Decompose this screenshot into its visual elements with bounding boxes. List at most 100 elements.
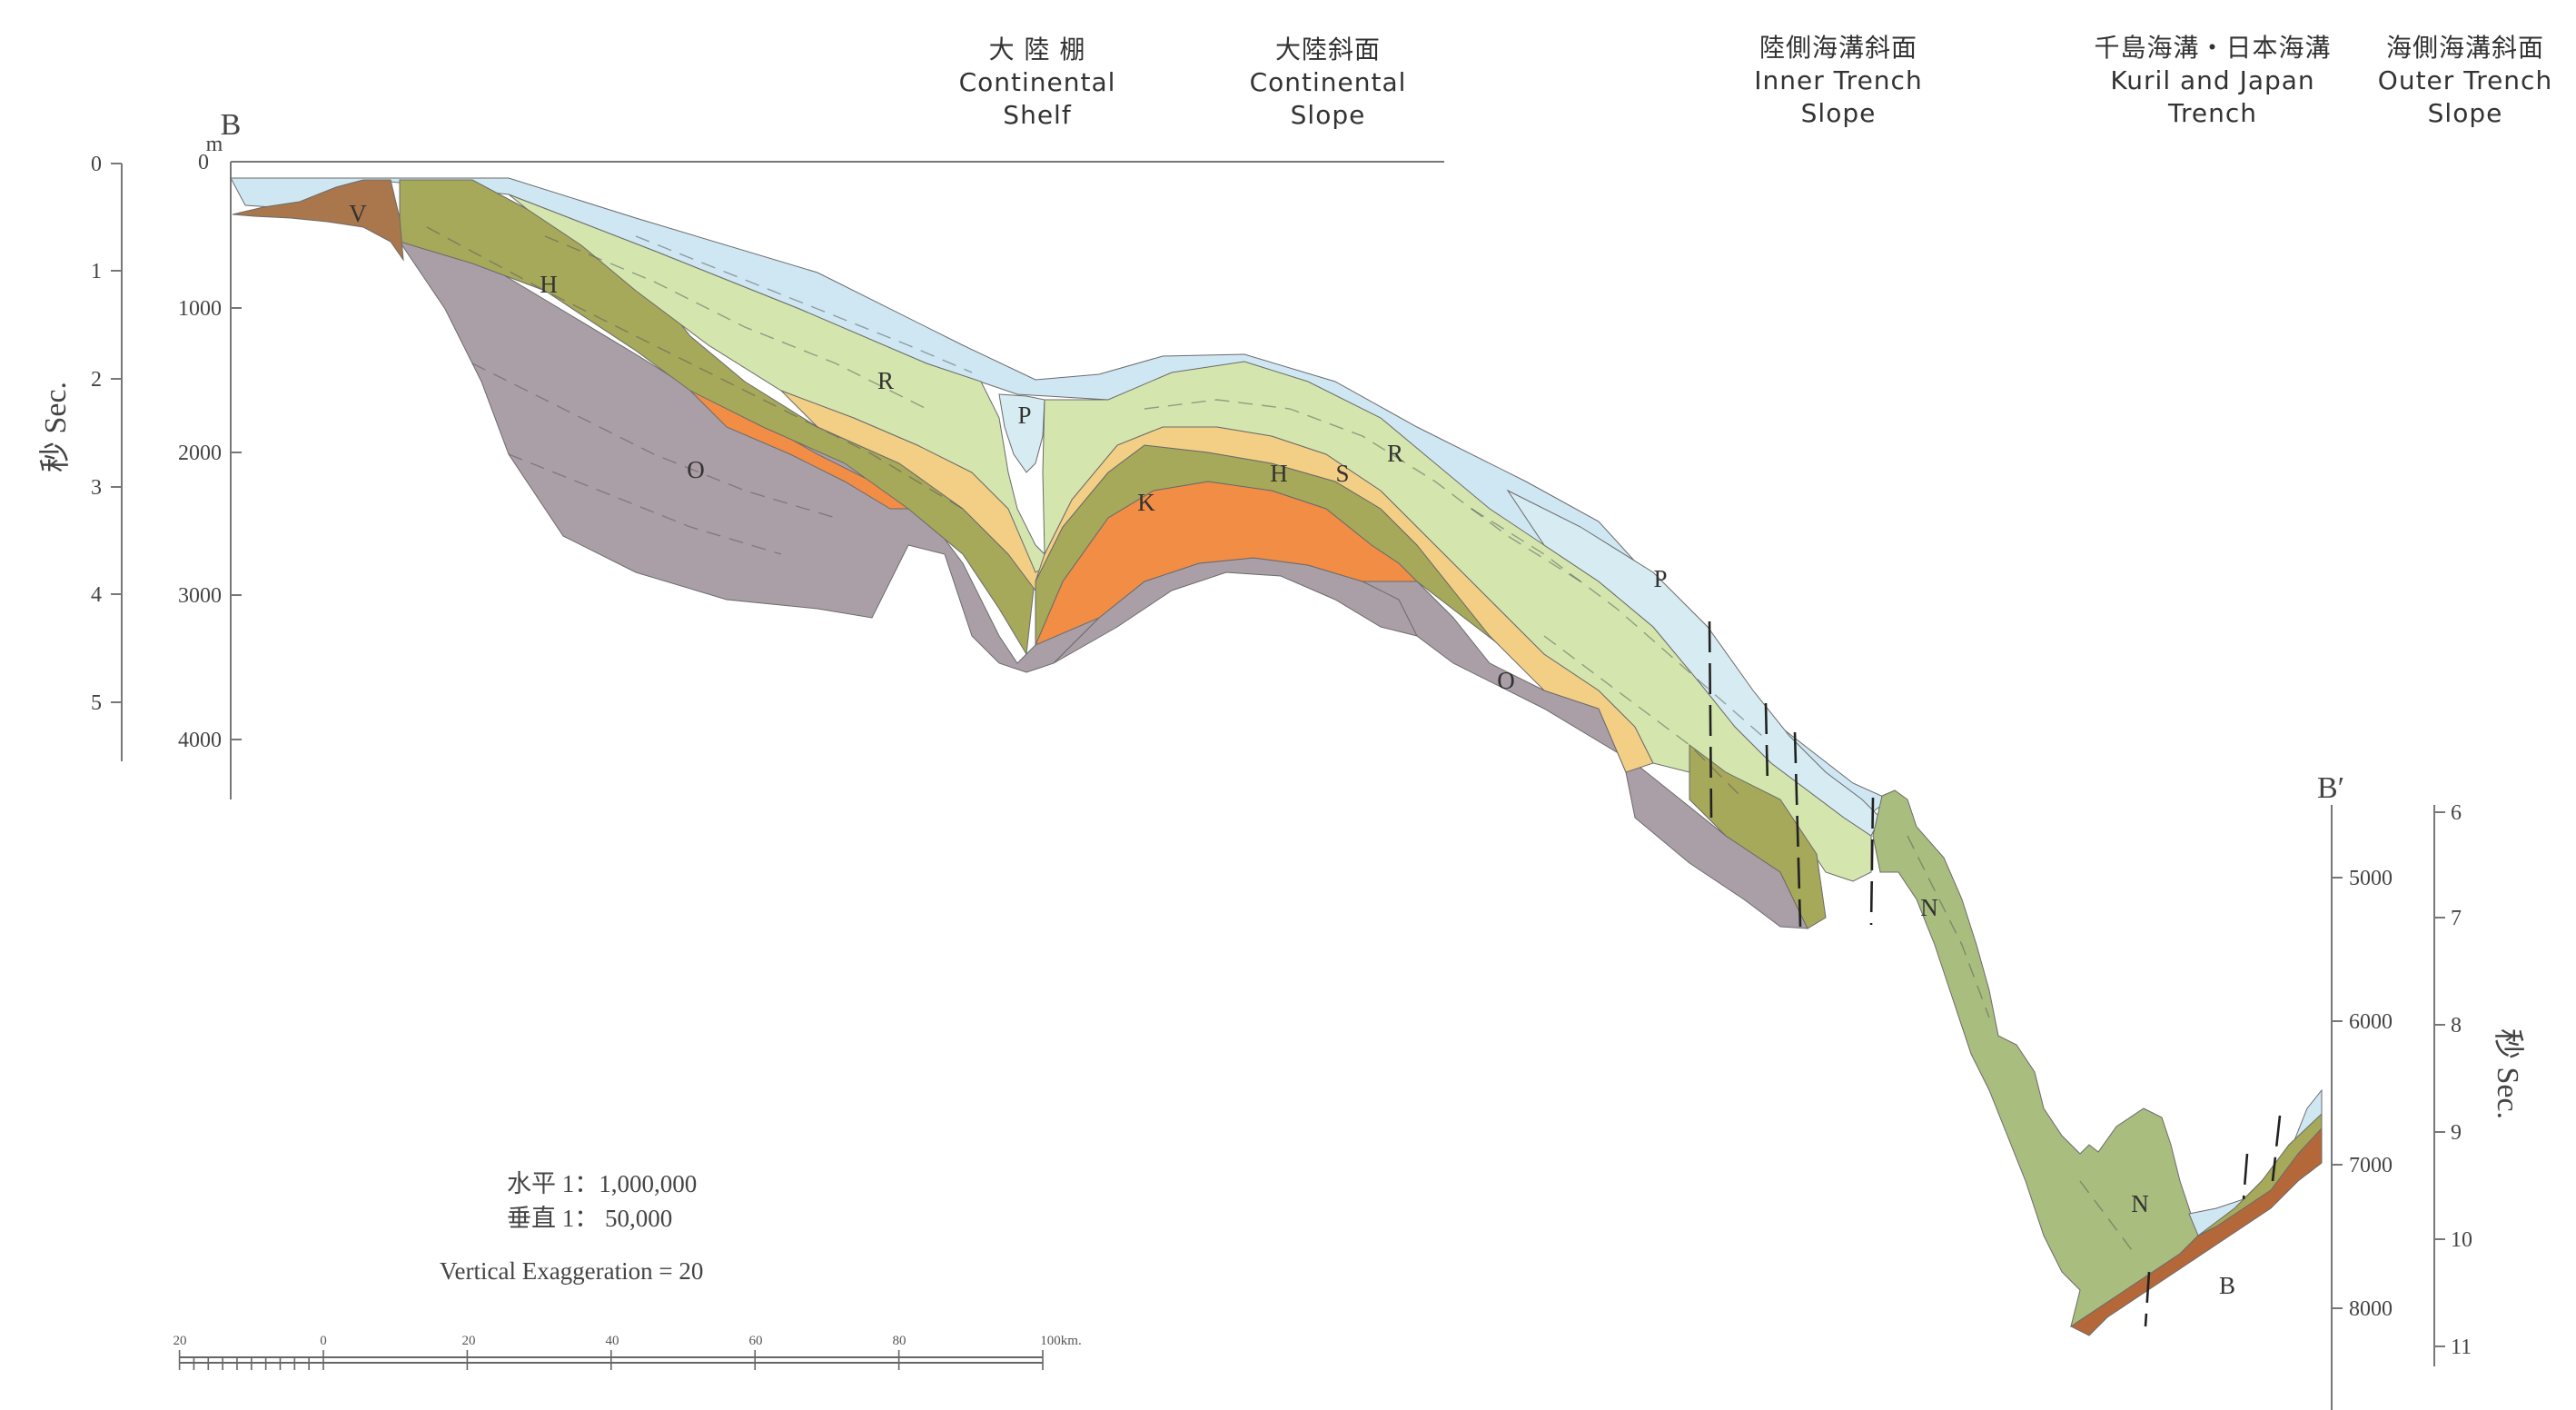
sec-tick-label: 6 [2451,801,2462,825]
scale-block: 水平 1：1,000,000 垂直 1： 50,000 Vertical Exa… [440,1170,703,1285]
depth-unit-label: m [206,133,223,156]
fault-line [1764,702,1769,788]
layer-label-N: N [1920,894,1938,921]
layer-H-outer [2197,1112,2323,1236]
zone-header-inner-trench-slope: 陸側海溝斜面 Inner Trench Slope [1754,33,1922,128]
scale-bar-label: 20 [462,1334,476,1348]
scale-bar: 20 0 20 40 60 80 100km. [173,1334,1082,1370]
sec-tick-label: 7 [2451,907,2462,930]
right-sec-axis-label: 秒 Sec. [2491,1028,2525,1119]
zone-ja-label: 千島海溝・日本海溝 [2094,33,2331,63]
sec-tick-label: 8 [2451,1014,2462,1038]
fault-line [2144,1271,2151,1327]
fault-line [2271,1115,2282,1182]
layer-V [232,179,404,262]
sec-tick-label: 4 [91,583,102,607]
zone-en-label: Trench [2167,98,2257,128]
sec-tick-label: 9 [2451,1121,2462,1145]
layer-label-P: P [1017,402,1031,429]
depth-tick-label: 2000 [178,442,222,465]
bedding-line [1144,399,1581,582]
section-start-label: B [221,108,242,142]
bedding-line [1543,635,1745,800]
bedding-line [2079,1180,2135,1255]
layer-P-right [1506,489,1881,837]
zone-en-label: Slope [2428,98,2503,128]
sec-tick-label: 0 [91,153,102,176]
fault-line [2242,1153,2249,1200]
right-seconds-axis: 6 7 8 9 10 11 秒 Sec. [2433,801,2525,1366]
zone-en-label: Kuril and Japan [2110,65,2314,95]
zone-ja-label: 海側海溝斜面 [2386,33,2544,63]
bedding-line [1471,508,1763,737]
zone-en-label: Inner Trench [1754,65,1922,95]
layer-label-P: P [1653,565,1667,592]
fault-line [1869,797,1875,926]
layer-label-N: N [2131,1190,2149,1217]
depth-tick-label: 8000 [2349,1297,2393,1321]
depth-tick-label: 7000 [2349,1154,2393,1177]
layer-label-B: B [2219,1272,2235,1299]
vertical-scale-text: 垂直 1： 50,000 [507,1205,672,1232]
zone-header-continental-slope: 大陸斜面 Continental Slope [1250,35,1407,130]
scale-bar-label: 100km. [1040,1334,1081,1348]
bedding-line [508,453,782,555]
layer-label-R: R [877,367,894,394]
bedding-line [1907,835,1990,1018]
section-end-label: B′ [2317,771,2344,805]
layer-label-S: S [1335,460,1349,487]
exaggeration-text: Vertical Exaggeration = 20 [440,1257,703,1285]
zone-header-outer-trench-slope: 海側海溝斜面 Outer Trench Slope [2378,33,2552,128]
scale-bar-label: 20 [173,1334,187,1348]
scale-bar-label: 80 [893,1334,907,1348]
bedding-line [426,226,964,510]
layer-label-H: H [540,271,558,298]
left-sec-axis-label: 秒 Sec. [38,382,73,472]
zone-ja-label: 大 陸 棚 [989,35,1086,65]
depth-tick-label: 6000 [2349,1010,2393,1034]
depth-tick-label: 5000 [2349,867,2393,890]
layer-labels: V H R P O K H S R P O N N B [349,200,2235,1299]
sec-tick-label: 11 [2451,1336,2472,1359]
zone-en-label: Outer Trench [2378,65,2552,95]
left-seconds-axis: 0 1 2 3 4 5 秒 Sec. [38,153,123,761]
sec-tick-label: 10 [2451,1228,2472,1252]
layer-label-O: O [1497,667,1515,694]
zone-en-label: Slope [1801,98,1877,128]
right-depth-axis: 5000 6000 7000 8000 B′ [2317,771,2393,1410]
bedding-line [471,362,837,519]
depth-tick-label: 4000 [178,729,222,752]
scale-bar-label: 0 [320,1334,327,1348]
zone-ja-label: 大陸斜面 [1275,35,1381,65]
depth-tick-label: 3000 [178,584,222,608]
zone-header-kuril-japan-trench: 千島海溝・日本海溝 Kuril and Japan Trench [2094,33,2331,128]
zone-en-label: Continental [959,67,1116,97]
sec-tick-label: 5 [91,691,102,715]
zone-header-continental-shelf: 大 陸 棚 Continental Shelf [959,35,1116,130]
left-depth-axis: 0 1000 2000 3000 4000 B m [178,108,1444,799]
layer-label-V: V [349,200,367,227]
layer-R [508,194,1055,573]
zone-en-label: Slope [1291,100,1366,130]
sec-tick-label: 2 [91,368,102,392]
fault-line [1793,731,1802,928]
zone-ja-label: 陸側海溝斜面 [1759,33,1917,63]
layer-R-right [1042,361,1872,882]
depth-tick-label: 1000 [178,297,222,321]
zone-en-label: Shelf [1003,100,1072,130]
layer-label-K: K [1137,489,1155,516]
depth-tick-label: 0 [198,151,209,174]
zone-en-label: Continental [1250,67,1407,97]
layer-H-trench [1689,744,1827,929]
fault-line [1708,621,1713,819]
layer-label-R: R [1387,440,1403,467]
layer-label-H: H [1270,460,1288,487]
sec-tick-label: 1 [91,260,102,283]
bedding-line [635,235,973,373]
section-body [230,177,2323,1336]
scale-bar-label: 60 [749,1334,763,1348]
layer-P [998,393,1045,473]
sec-tick-label: 3 [91,476,102,500]
layer-N [1872,789,2199,1328]
